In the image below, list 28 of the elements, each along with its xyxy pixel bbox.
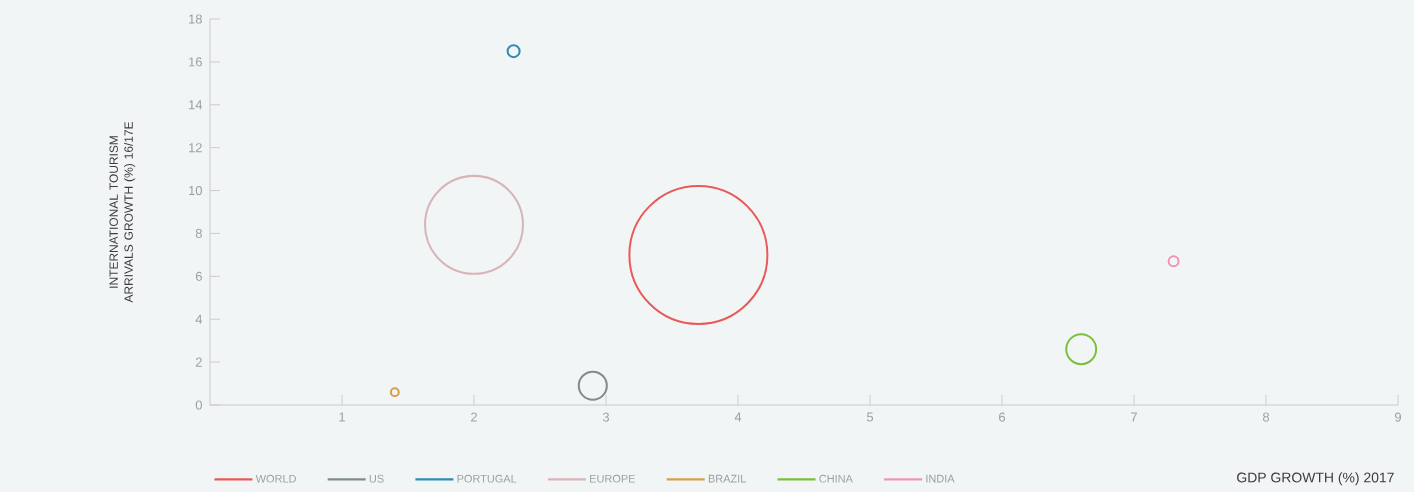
legend-label: EUROPE — [590, 474, 635, 483]
x-tick-label: 8 — [1262, 412, 1270, 422]
legend-label: INDIA — [926, 474, 955, 483]
legend-label: BRAZIL — [708, 474, 746, 483]
x-axis-title: GDP GROWTH (%) 2017 — [1237, 472, 1394, 486]
x-tick-label: 4 — [734, 412, 742, 422]
y-tick-label: 16 — [189, 57, 202, 67]
y-tick-label: 14 — [189, 100, 203, 110]
legend-label: WORLD — [255, 474, 296, 483]
x-tick-label: 2 — [471, 412, 477, 422]
y-tick-label: 8 — [195, 228, 202, 239]
legend-label: US — [369, 474, 384, 483]
y-tick-label: 18 — [189, 14, 202, 24]
legend-label: CHINA — [819, 474, 853, 483]
y-tick-label: 10 — [189, 185, 202, 196]
x-tick-label: 7 — [1131, 412, 1137, 422]
x-tick-label: 6 — [999, 412, 1006, 422]
y-axis-title: INTERNATIONAL TOURISM ARRIVALS GROWTH (%) 16/17E — [109, 121, 136, 303]
x-tick-label: 5 — [866, 412, 874, 422]
y-tick-label: 12 — [189, 143, 202, 153]
y-tick-label: 6 — [195, 271, 202, 281]
x-tick-label: 3 — [602, 412, 610, 422]
x-tick-label: 1 — [339, 412, 345, 422]
x-tick-label: 9 — [1395, 412, 1401, 422]
legend-label: PORTUGAL — [457, 474, 517, 483]
y-tick-label: 0 — [195, 400, 202, 410]
y-tick-label: 4 — [195, 314, 203, 324]
y-tick-label: 2 — [195, 357, 202, 367]
